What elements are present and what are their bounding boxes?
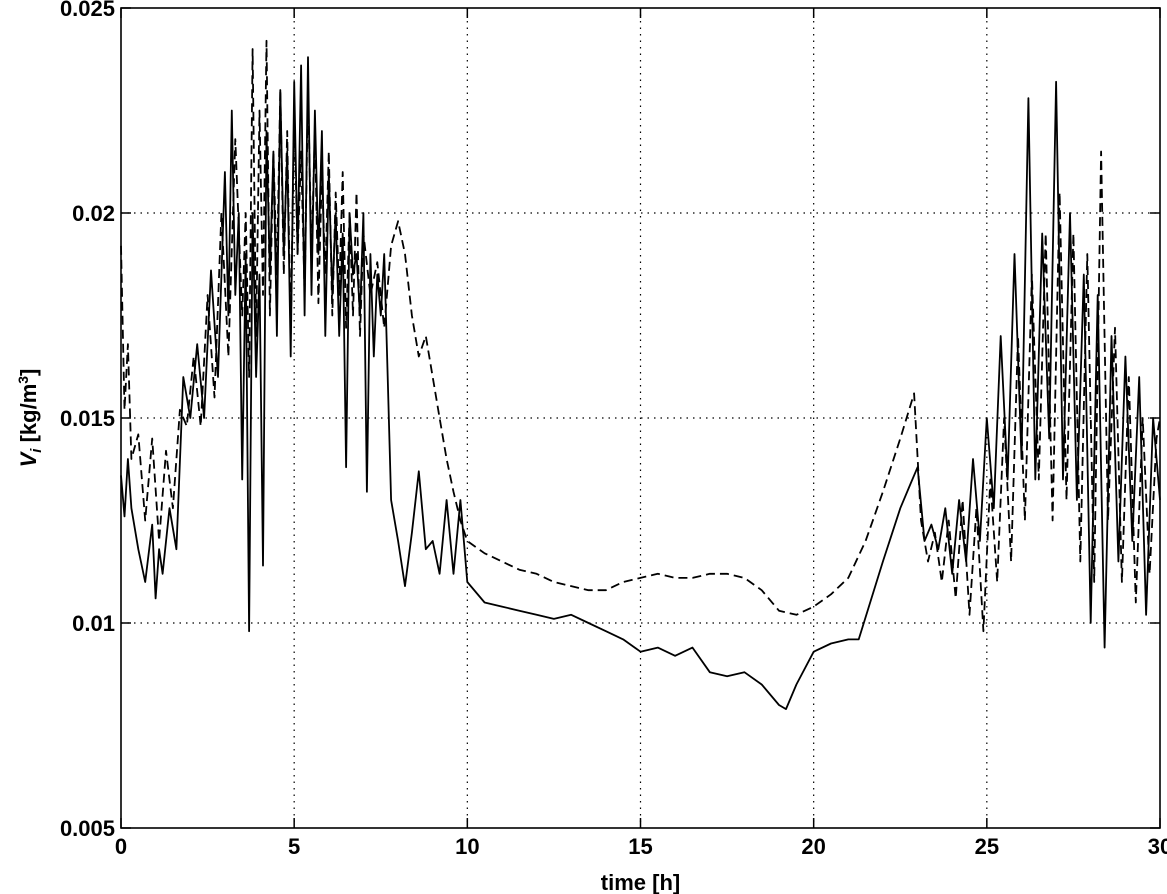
x-tick-label: 20 — [801, 834, 825, 859]
y-axis-label-symbol: V — [16, 450, 41, 467]
y-tick-label: 0.02 — [72, 201, 115, 226]
x-tick-label: 10 — [455, 834, 479, 859]
x-tick-label: 25 — [975, 834, 999, 859]
y-axis-label-unit-prefix: [kg/m — [16, 384, 41, 449]
y-tick-label: 0.025 — [60, 0, 115, 21]
series-line-dashed — [120, 39, 1161, 633]
x-tick-label: 15 — [628, 834, 652, 859]
series-line-solid — [120, 56, 1161, 710]
x-tick-label: 0 — [115, 834, 127, 859]
y-tick-label: 0.005 — [60, 816, 115, 841]
y-axis-label-unit-superscript: 3 — [15, 376, 31, 384]
y-tick-label: 0.01 — [72, 611, 115, 636]
x-tick-label: 30 — [1148, 834, 1167, 859]
y-axis-label-subscript: i — [28, 448, 45, 453]
tick-labels: 0 5 10 15 20 25 30 0.005 0.01 0.015 0.02 0.025 — [60, 0, 1167, 859]
y-axis-label-unit-suffix: ] — [16, 369, 41, 376]
series-lines — [120, 39, 1161, 710]
y-tick-label: 0.015 — [60, 406, 115, 431]
axis-ticks — [120, 7, 1161, 829]
x-tick-label: 5 — [288, 834, 300, 859]
y-axis-label: Vi [kg/m3] — [15, 369, 45, 468]
x-axis-label: time [h] — [601, 870, 680, 894]
